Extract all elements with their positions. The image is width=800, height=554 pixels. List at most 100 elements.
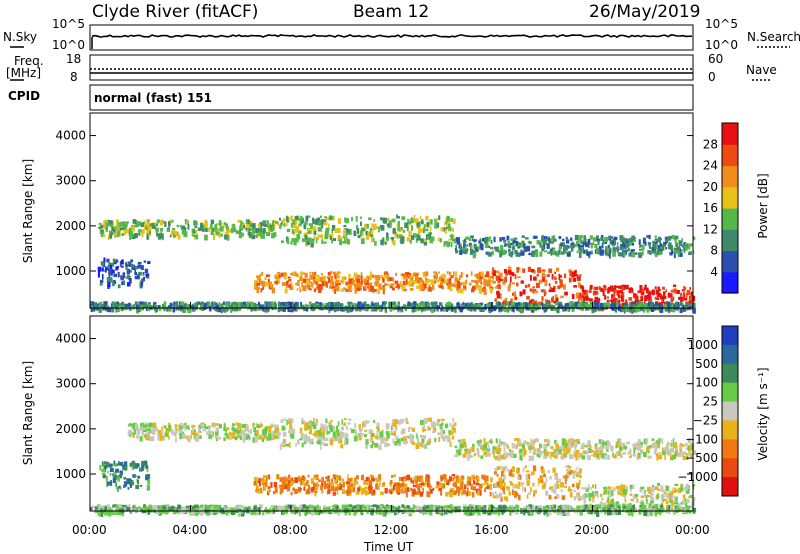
- heatmap-cell: [173, 230, 178, 237]
- heatmap-cell: [650, 444, 653, 448]
- heatmap-cell: [303, 306, 307, 311]
- heatmap-cell: [112, 477, 116, 483]
- heatmap-cell: [178, 429, 183, 432]
- heatmap-cell: [315, 279, 318, 285]
- heatmap-cell: [403, 436, 408, 441]
- heatmap-cell: [645, 494, 648, 499]
- heatmap-cell: [498, 272, 503, 278]
- heatmap-cell: [340, 426, 344, 431]
- heatmap-cell: [690, 494, 693, 499]
- heatmap-cell: [360, 489, 364, 495]
- heatmap-cell: [126, 478, 131, 485]
- heatmap-cell: [366, 490, 369, 495]
- heatmap-cell: [345, 439, 349, 445]
- heatmap-cell: [268, 301, 272, 305]
- heatmap-cell: [314, 422, 318, 426]
- heatmap-cell: [586, 297, 590, 301]
- heatmap-cell: [529, 300, 532, 304]
- heatmap-cell: [517, 481, 521, 487]
- heatmap-cell: [658, 249, 663, 255]
- heatmap-cell: [588, 290, 592, 293]
- heatmap-cell: [133, 463, 137, 469]
- heatmap-cell: [430, 279, 435, 285]
- heatmap-cell: [209, 430, 213, 435]
- heatmap-cell: [100, 304, 105, 308]
- heatmap-cell: [413, 215, 416, 221]
- heatmap-cell: [253, 426, 257, 433]
- heatmap-cell: [589, 235, 593, 240]
- heatmap-cell: [466, 483, 469, 487]
- heatmap-cell: [193, 303, 197, 307]
- heatmap-cell: [543, 289, 546, 292]
- heatmap-cell: [504, 297, 508, 303]
- heatmap-cell: [685, 302, 690, 306]
- heatmap-cell: [330, 302, 334, 308]
- heatmap-cell: [347, 301, 350, 305]
- heatmap-cell: [411, 280, 416, 284]
- heatmap-cell: [535, 438, 539, 443]
- heatmap-cell: [454, 305, 457, 308]
- heatmap-cell: [596, 493, 599, 498]
- heatmap-cell: [516, 267, 519, 273]
- heatmap-cell: [239, 428, 242, 434]
- heatmap-cell: [397, 301, 400, 304]
- heatmap-cell: [322, 241, 327, 244]
- heatmap-cell: [512, 272, 515, 277]
- heatmap-cell: [361, 474, 365, 481]
- heatmap-cell: [299, 276, 303, 282]
- heatmap-cell: [115, 306, 118, 313]
- heatmap-cell: [549, 476, 552, 480]
- heatmap-cell: [250, 306, 253, 312]
- heatmap-cell: [450, 237, 454, 241]
- heatmap-cell: [449, 277, 452, 281]
- date-title: 26/May/2019: [589, 2, 701, 22]
- heatmap-cell: [147, 484, 149, 490]
- heatmap-cell: [208, 433, 211, 439]
- heatmap-cell: [618, 305, 622, 312]
- heatmap-cell: [692, 498, 696, 501]
- heatmap-cell: [228, 431, 231, 435]
- heatmap-cell: [679, 445, 682, 451]
- heatmap-cell: [606, 454, 611, 460]
- heatmap-cell: [654, 307, 656, 311]
- heatmap-cell: [529, 241, 532, 245]
- heatmap-cell: [492, 446, 496, 450]
- heatmap-cell: [225, 430, 227, 434]
- heatmap-cell: [166, 228, 170, 232]
- heatmap-cell: [400, 488, 403, 494]
- heatmap-cell: [451, 227, 454, 232]
- heatmap-cell: [404, 489, 408, 494]
- heatmap-cell: [497, 280, 501, 284]
- heatmap-cell: [309, 440, 312, 445]
- heatmap-cell: [104, 227, 108, 230]
- heatmap-cell: [336, 432, 340, 434]
- heatmap-cell: [313, 229, 317, 235]
- heatmap-cell: [288, 442, 291, 448]
- heatmap-cell: [565, 446, 569, 449]
- heatmap-cell: [271, 232, 275, 239]
- heatmap-cell: [385, 237, 389, 241]
- heatmap-cell: [481, 474, 484, 479]
- heatmap-cell: [320, 423, 324, 428]
- heatmap-cell: [390, 479, 393, 485]
- heatmap-cell: [376, 277, 379, 283]
- heatmap-cell: [321, 426, 324, 430]
- heatmap-cell: [339, 271, 341, 275]
- heatmap-cell: [285, 477, 290, 483]
- heatmap-cell: [362, 421, 365, 427]
- heatmap-cell: [344, 439, 347, 444]
- heatmap-cell: [498, 454, 501, 461]
- heatmap-cell: [561, 445, 565, 451]
- heatmap-cell: [680, 483, 683, 490]
- heatmap-cell: [420, 284, 424, 290]
- heatmap-cell: [639, 248, 642, 251]
- heatmap-cell: [515, 297, 518, 300]
- heatmap-cell: [488, 306, 492, 312]
- heatmap-cell: [603, 455, 607, 460]
- heatmap-cell: [381, 483, 386, 487]
- heatmap-cell: [397, 485, 402, 489]
- heatmap-cell: [412, 435, 414, 439]
- heatmap-cell: [423, 224, 426, 229]
- heatmap-cell: [107, 234, 111, 240]
- heatmap-cell: [430, 488, 433, 494]
